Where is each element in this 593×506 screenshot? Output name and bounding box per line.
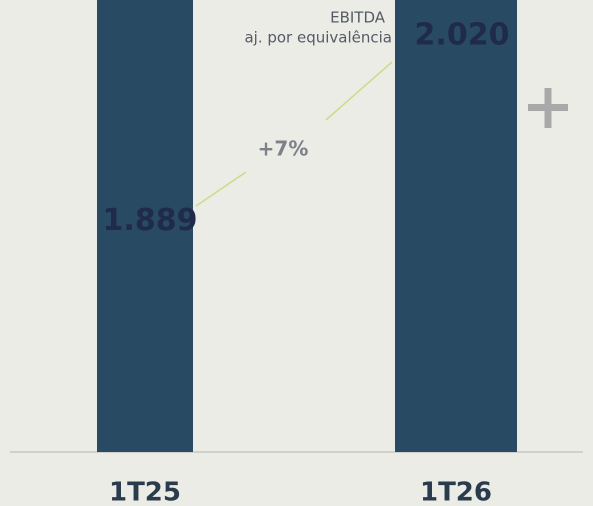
- x-tick-label: 1T25: [109, 478, 181, 506]
- annotation: aj. por equivalência: [244, 29, 392, 47]
- connector: [195, 171, 247, 207]
- total-label: 2.020: [415, 18, 510, 53]
- growth-label: +7%: [258, 137, 309, 161]
- annotation: EBITDA: [330, 9, 386, 27]
- bar-segment: [97, 0, 193, 452]
- plus-icon: [528, 88, 568, 128]
- bar-segment: [395, 0, 517, 452]
- connector: [325, 61, 393, 121]
- total-label: 1.889: [103, 203, 198, 238]
- x-tick-label: 1T26: [420, 478, 492, 506]
